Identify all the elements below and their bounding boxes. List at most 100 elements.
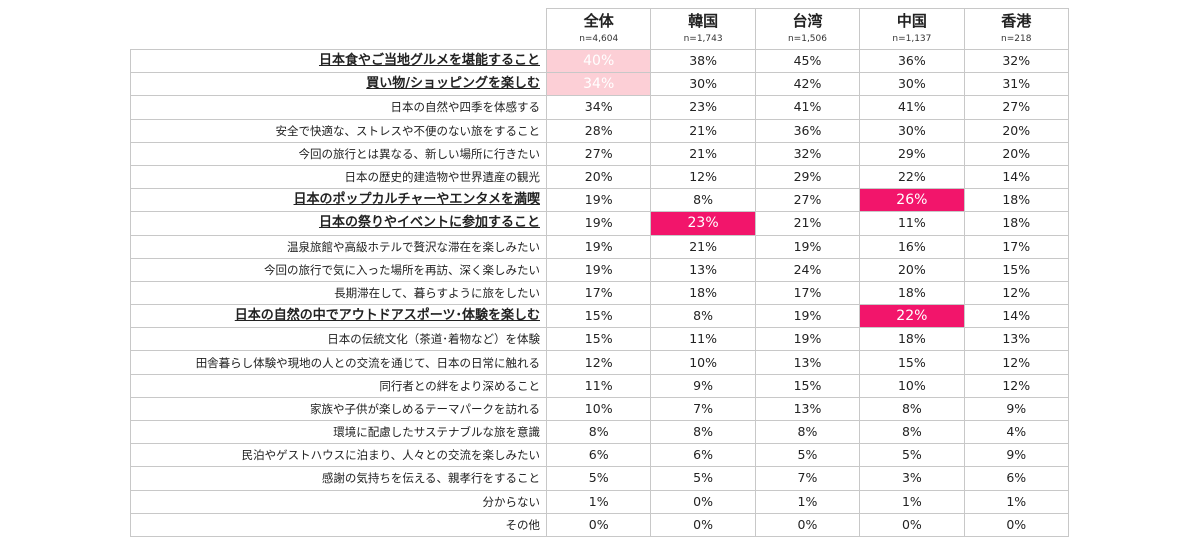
- value-cell: 30%: [859, 72, 965, 97]
- value-cell: 11%: [859, 211, 965, 236]
- row-label: 今回の旅行とは異なる、新しい場所に行きたい: [130, 141, 547, 166]
- value-cell: 12%: [545, 350, 652, 375]
- row-label: 日本の祭りやイベントに参加すること: [130, 211, 547, 236]
- highlighted-value-cell: 23%: [650, 211, 756, 236]
- value-cell: 21%: [650, 234, 756, 259]
- value-cell: 27%: [545, 141, 652, 166]
- value-cell: 0%: [650, 489, 756, 514]
- sample-size: n=4,604: [579, 34, 619, 44]
- value-cell: 14%: [963, 304, 1069, 329]
- value-cell: 13%: [754, 350, 861, 375]
- value-cell: 36%: [859, 48, 965, 74]
- column-header-korea: 韓国 n=1,743: [650, 8, 756, 50]
- sample-size: n=1,743: [683, 34, 723, 44]
- value-cell: 18%: [859, 280, 965, 306]
- row-label: 日本の自然や四季を体感する: [130, 95, 547, 120]
- value-cell: 10%: [859, 373, 965, 398]
- value-cell: 0%: [859, 512, 965, 537]
- column-name: 中国: [896, 12, 927, 30]
- value-cell: 18%: [963, 188, 1069, 213]
- value-cell: 20%: [859, 257, 965, 282]
- value-cell: 27%: [963, 95, 1069, 120]
- value-cell: 0%: [963, 512, 1069, 537]
- value-cell: 21%: [650, 118, 756, 143]
- value-cell: 12%: [963, 280, 1069, 306]
- column-header-hongkong: 香港 n=218: [963, 8, 1069, 50]
- value-cell: 29%: [754, 164, 861, 190]
- value-cell: 13%: [754, 396, 861, 422]
- sample-size: n=1,137: [892, 34, 932, 44]
- row-label: 家族や子供が楽しめるテーマパークを訪れる: [130, 396, 547, 422]
- column-header-taiwan: 台湾 n=1,506: [754, 8, 861, 50]
- value-cell: 42%: [754, 72, 861, 97]
- column-name: 全体: [583, 12, 614, 30]
- value-cell: 38%: [650, 48, 756, 74]
- table-row: 今回の旅行とは異なる、新しい場所に行きたい 27% 21% 32% 29% 20%: [130, 141, 1069, 166]
- value-cell: 24%: [754, 257, 861, 282]
- column-name: 香港: [1001, 12, 1032, 30]
- highlighted-value-cell: 40%: [545, 48, 652, 74]
- table-row: 田舎暮らし体験や現地の人との交流を通じて、日本の日常に触れる 12% 10% 13% 1…: [130, 350, 1069, 375]
- table-row: 日本の自然の中でアウトドアスポーツ･体験を楽しむ 15% 8% 19% 22% 14%: [130, 304, 1069, 329]
- table-row: 分からない 1% 0% 1% 1% 1%: [130, 489, 1069, 514]
- value-cell: 19%: [545, 234, 652, 259]
- highlighted-value-cell: 26%: [859, 188, 965, 213]
- value-cell: 5%: [859, 443, 965, 468]
- sample-size: n=218: [1001, 34, 1032, 44]
- table-row: 今回の旅行で気に入った場所を再訪、深く楽しみたい 19% 13% 24% 20% 15%: [130, 257, 1069, 282]
- value-cell: 12%: [963, 373, 1069, 398]
- table-row: 日本の祭りやイベントに参加すること 19% 23% 21% 11% 18%: [130, 211, 1069, 236]
- row-label: 日本の伝統文化（茶道･着物など）を体験: [130, 327, 547, 352]
- table-row: 日本の伝統文化（茶道･着物など）を体験 15% 11% 19% 18% 13%: [130, 327, 1069, 352]
- value-cell: 15%: [545, 327, 652, 352]
- value-cell: 32%: [754, 141, 861, 166]
- table-row: 民泊やゲストハウスに泊まり、人々との交流を楽しみたい 6% 6% 5% 5% 9%: [130, 443, 1069, 468]
- value-cell: 14%: [963, 164, 1069, 190]
- value-cell: 1%: [754, 489, 861, 514]
- value-cell: 13%: [963, 327, 1069, 352]
- row-label: 感謝の気持ちを伝える、親孝行をすること: [130, 466, 547, 491]
- table-body: 日本食やご当地グルメを堪能すること 40% 38% 45% 36% 32% 買い物/ショッピ…: [130, 48, 1069, 537]
- row-label: 日本の歴史的建造物や世界遺産の観光: [130, 164, 547, 190]
- value-cell: 32%: [963, 48, 1069, 74]
- value-cell: 19%: [545, 257, 652, 282]
- row-label: 民泊やゲストハウスに泊まり、人々との交流を楽しみたい: [130, 443, 547, 468]
- table-row: 環境に配慮したサステナブルな旅を意識 8% 8% 8% 8% 4%: [130, 419, 1069, 445]
- table-row: 温泉旅館や高級ホテルで贅沢な滞在を楽しみたい 19% 21% 19% 16% 17%: [130, 234, 1069, 259]
- value-cell: 18%: [859, 327, 965, 352]
- value-cell: 8%: [859, 419, 965, 445]
- value-cell: 30%: [650, 72, 756, 97]
- row-label: 田舎暮らし体験や現地の人との交流を通じて、日本の日常に触れる: [130, 350, 547, 375]
- value-cell: 7%: [650, 396, 756, 422]
- row-label: 日本のポップカルチャーやエンタメを満喫: [130, 188, 547, 213]
- row-label: 今回の旅行で気に入った場所を再訪、深く楽しみたい: [130, 257, 547, 282]
- table-row: 安全で快適な、ストレスや不便のない旅をすること 28% 21% 36% 30% 20%: [130, 118, 1069, 143]
- value-cell: 19%: [545, 188, 652, 213]
- value-cell: 1%: [859, 489, 965, 514]
- value-cell: 0%: [650, 512, 756, 537]
- value-cell: 11%: [545, 373, 652, 398]
- corner-cell: [130, 8, 547, 50]
- column-name: 韓国: [688, 12, 719, 30]
- highlighted-value-cell: 22%: [859, 304, 965, 329]
- value-cell: 0%: [754, 512, 861, 537]
- value-cell: 27%: [754, 188, 861, 213]
- row-label: 買い物/ショッピングを楽しむ: [130, 72, 547, 97]
- value-cell: 19%: [754, 234, 861, 259]
- row-label: 日本の自然の中でアウトドアスポーツ･体験を楽しむ: [130, 304, 547, 329]
- row-label: 同行者との絆をより深めること: [130, 373, 547, 398]
- row-label: 分からない: [130, 489, 547, 514]
- table-row: 日本のポップカルチャーやエンタメを満喫 19% 8% 27% 26% 18%: [130, 188, 1069, 213]
- value-cell: 19%: [754, 327, 861, 352]
- row-label: その他: [130, 512, 547, 537]
- value-cell: 28%: [545, 118, 652, 143]
- value-cell: 17%: [545, 280, 652, 306]
- value-cell: 22%: [859, 164, 965, 190]
- value-cell: 9%: [963, 396, 1069, 422]
- table-row: 買い物/ショッピングを楽しむ 34% 30% 42% 30% 31%: [130, 72, 1069, 97]
- value-cell: 15%: [754, 373, 861, 398]
- highlighted-value-cell: 34%: [545, 72, 652, 97]
- value-cell: 8%: [650, 188, 756, 213]
- table-row: 日本の歴史的建造物や世界遺産の観光 20% 12% 29% 22% 14%: [130, 164, 1069, 190]
- table-row: 家族や子供が楽しめるテーマパークを訪れる 10% 7% 13% 8% 9%: [130, 396, 1069, 422]
